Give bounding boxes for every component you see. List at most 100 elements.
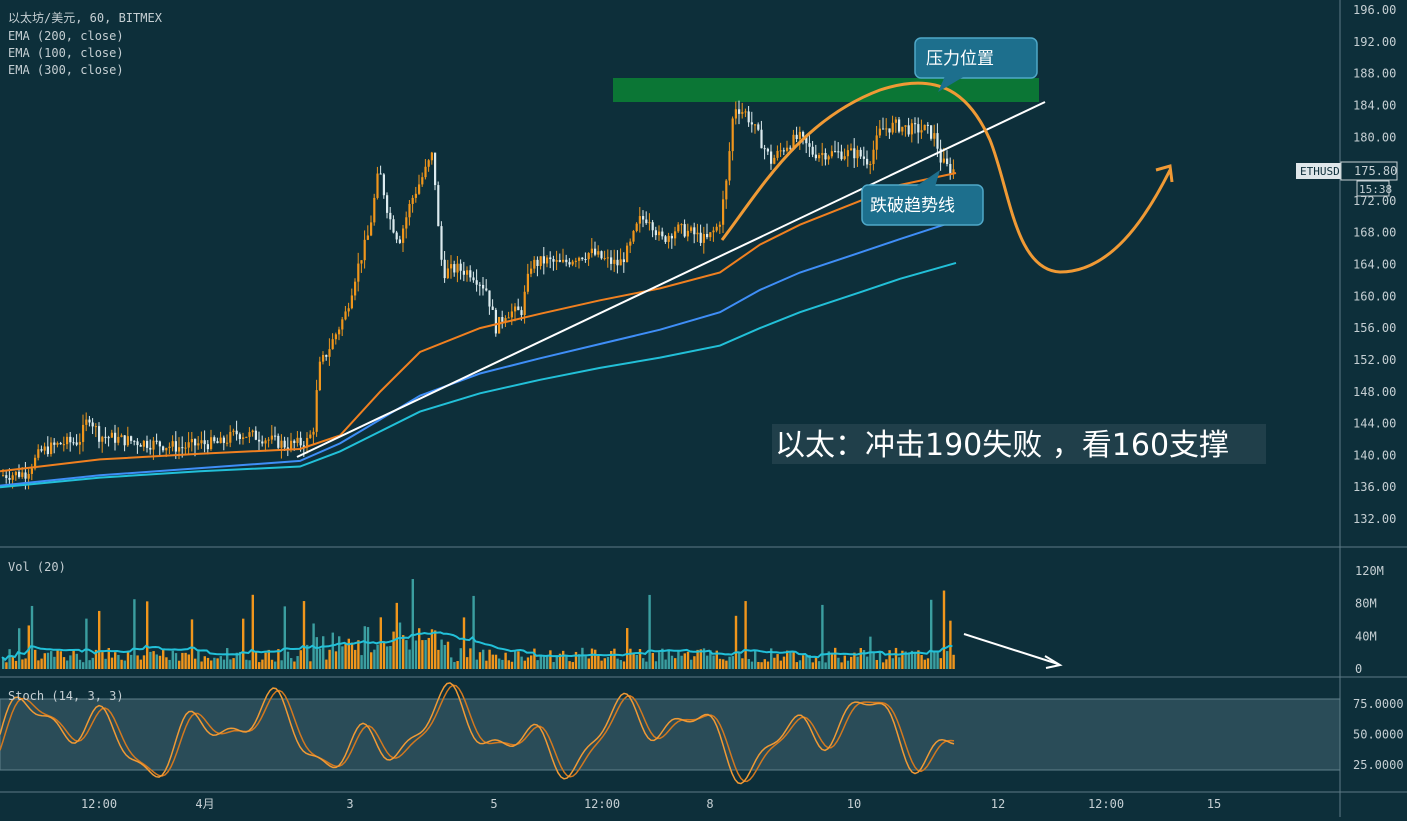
candle-body [274, 435, 277, 437]
volume-bar [837, 657, 840, 669]
price-tick-label: 144.00 [1353, 417, 1396, 431]
candle-body [469, 270, 472, 278]
trend-line[interactable] [296, 101, 1046, 458]
candle-body [210, 437, 213, 450]
volume-bar [318, 648, 322, 669]
candle-body [296, 437, 299, 443]
volume-bar [27, 625, 30, 669]
volume-bar [366, 627, 370, 669]
volume-bar [552, 662, 555, 669]
volume-bar [325, 659, 328, 669]
volume-bar [923, 659, 926, 669]
volume-bar [891, 658, 894, 669]
candle-body [379, 173, 382, 175]
volume-bar [98, 610, 101, 669]
volume-bar [834, 647, 837, 669]
volume-bar [827, 651, 830, 669]
volume-bar [181, 652, 184, 669]
volume-bar [878, 650, 882, 669]
volume-bar [776, 654, 779, 669]
volume-bar [910, 650, 914, 669]
volume-bar [126, 651, 130, 669]
candle-body [840, 151, 843, 160]
volume-bar [818, 661, 821, 669]
price-tick-label: 180.00 [1353, 130, 1396, 144]
candle-body [344, 311, 347, 320]
volume-bar [411, 579, 414, 669]
stoch-tick-label: 50.0000 [1353, 728, 1404, 742]
volume-bar [562, 650, 565, 669]
candle-body [226, 442, 229, 444]
candle-body [504, 318, 507, 322]
candle-body [104, 436, 107, 438]
volume-bar [200, 661, 203, 669]
volume-bar [603, 658, 606, 669]
volume-bar [946, 651, 949, 669]
candle-body [283, 440, 286, 448]
candle-body [603, 258, 606, 260]
volume-bar [453, 662, 456, 669]
price-tick-label: 136.00 [1353, 480, 1396, 494]
candle-body [725, 180, 728, 200]
stoch-lines [0, 682, 955, 785]
volume-bar [766, 661, 770, 669]
candle-body [21, 472, 24, 477]
volume-bar [194, 658, 197, 669]
candle-body [101, 436, 104, 442]
candle-body [613, 259, 616, 264]
volume-bar [715, 650, 718, 669]
volume-bar [171, 650, 174, 669]
symbol-tag [1296, 163, 1342, 179]
volume-bar [898, 657, 901, 669]
candle-body [40, 449, 43, 451]
price-tick-label: 172.00 [1353, 194, 1396, 208]
volume-bar [491, 654, 494, 669]
candle-body [923, 124, 926, 131]
candle-body [853, 148, 856, 159]
volume-bar [248, 660, 251, 669]
candle-body [597, 251, 600, 255]
candle-body [584, 259, 587, 261]
volume-bar [338, 636, 341, 669]
volume-bar [354, 649, 357, 669]
volume-bar [658, 652, 661, 669]
volume-bar [296, 656, 299, 669]
candle-body [107, 437, 110, 439]
volume-bar [158, 655, 162, 669]
time-tick-label: 3 [346, 797, 353, 811]
volume-bar [184, 652, 187, 669]
candle-body [709, 232, 712, 238]
price-tick-label: 160.00 [1353, 289, 1396, 303]
volume-bar [149, 651, 152, 669]
volume-trend-arrowhead [1044, 655, 1063, 669]
volume-bar [760, 662, 763, 669]
volume-bar [507, 660, 510, 669]
volume-bar [571, 662, 574, 669]
volume-bar [123, 660, 126, 669]
candle-body [734, 109, 737, 119]
volume-bar [197, 650, 200, 669]
candle-body [910, 123, 913, 135]
candle-body [299, 437, 302, 446]
candle-body [510, 311, 513, 318]
volume-bar [219, 656, 222, 669]
candle-body [485, 288, 488, 291]
volume-bar [610, 650, 613, 669]
candle-body [658, 231, 661, 236]
volume-bar [526, 657, 530, 669]
volume-bar [142, 655, 146, 669]
candle-body [194, 439, 197, 446]
candle-body [715, 226, 718, 231]
volume-bar [162, 648, 165, 669]
volume-trend-arrow [963, 633, 1059, 665]
candle-body [133, 440, 136, 442]
candle-body [619, 259, 622, 266]
volume-bar [894, 647, 898, 669]
candle-body [181, 447, 184, 449]
volume-bar [2, 657, 5, 669]
volume-bar [866, 656, 869, 669]
volume-bar [440, 639, 443, 669]
volume-bar [120, 659, 123, 669]
candle-body [267, 439, 270, 441]
